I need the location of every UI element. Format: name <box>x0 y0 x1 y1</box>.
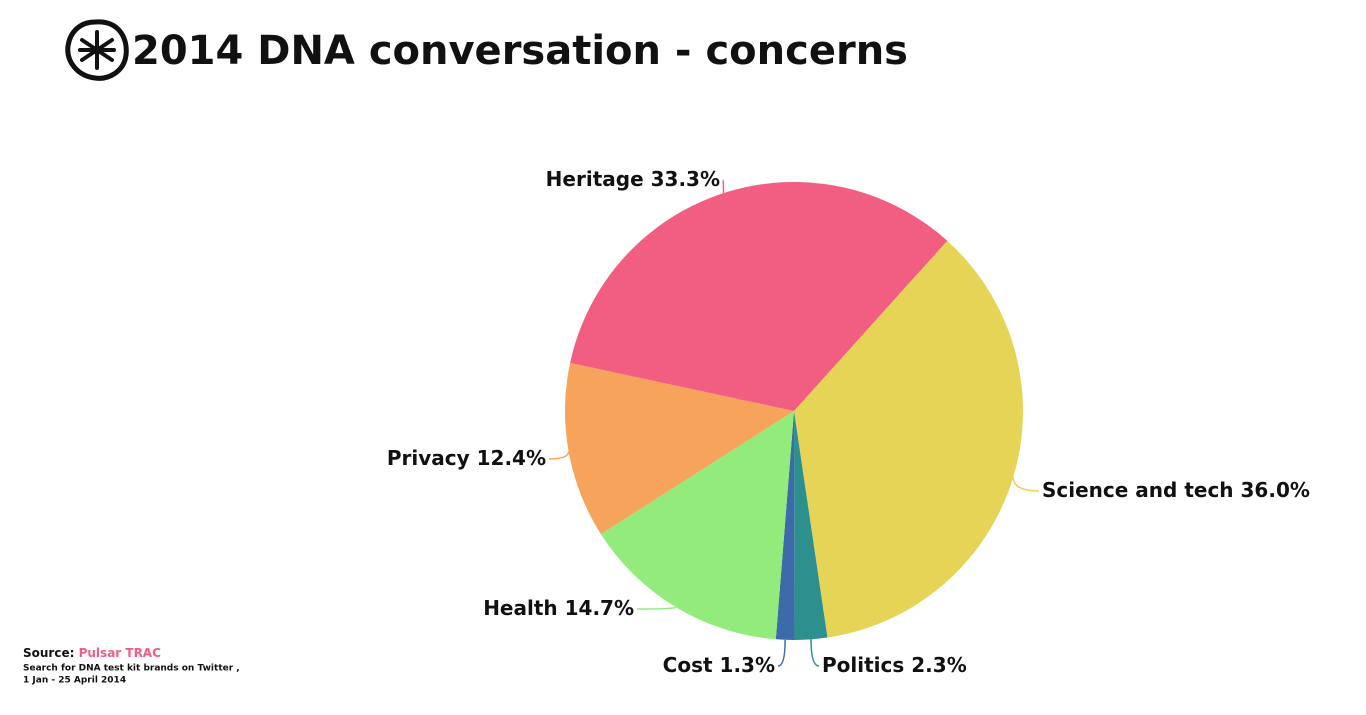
logo <box>65 19 129 81</box>
category-label: Heritage <box>546 167 644 191</box>
category-label: Cost <box>663 653 713 677</box>
source: Source: Pulsar TRAC <box>23 646 161 660</box>
data-label: Heritage 33.3% <box>546 167 720 191</box>
category-label: Politics <box>822 653 904 677</box>
category-label: Health <box>483 596 557 620</box>
source-label: Source: <box>23 646 74 660</box>
data-label: Politics 2.3% <box>822 653 967 677</box>
leader-line <box>1012 477 1040 492</box>
source-note: Search for DNA test kit brands on Twitte… <box>23 664 240 674</box>
leader-line <box>777 639 786 667</box>
pie-slice <box>565 362 794 535</box>
value-label: 1.3% <box>720 653 775 677</box>
data-label: Privacy 12.4% <box>387 446 546 470</box>
value-label: 36.0% <box>1241 478 1310 502</box>
leader-line <box>548 451 570 460</box>
pie-slice <box>794 240 1024 638</box>
source-note: 1 Jan - 25 April 2014 <box>23 676 126 686</box>
category-label: Science and tech <box>1042 478 1234 502</box>
data-label: Science and tech 36.0% <box>1042 478 1310 502</box>
pie-slice <box>775 411 795 640</box>
value-label: 14.7% <box>565 596 634 620</box>
value-label: 33.3% <box>651 167 720 191</box>
value-label: 2.3% <box>911 653 966 677</box>
leader-line <box>810 639 820 667</box>
category-label: Privacy <box>387 446 470 470</box>
data-label: Cost 1.3% <box>663 653 775 677</box>
pie-slice <box>600 411 794 640</box>
pie-slice <box>570 182 948 411</box>
pie-slice <box>794 411 828 640</box>
source-name: Pulsar TRAC <box>79 646 162 660</box>
data-label: Health 14.7% <box>483 596 634 620</box>
value-label: 12.4% <box>477 446 546 470</box>
leader-line <box>636 606 677 610</box>
chart-title: 2014 DNA conversation - concerns <box>132 28 908 74</box>
